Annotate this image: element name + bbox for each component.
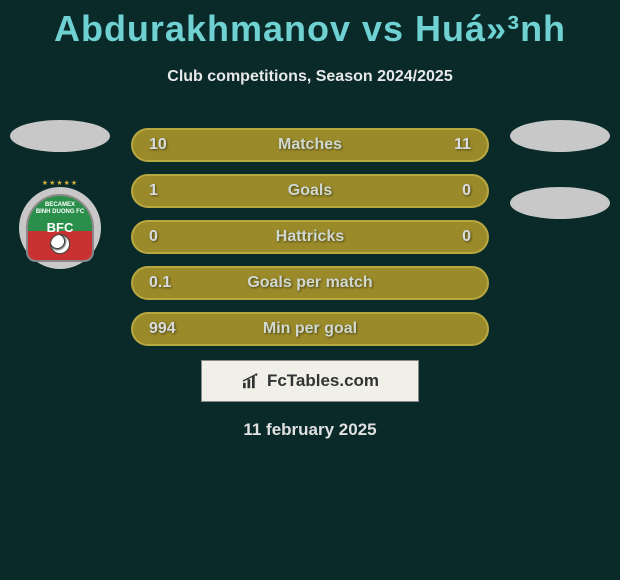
stat-row-hattricks: 0 Hattricks 0: [131, 220, 489, 254]
stat-left-value: 10: [149, 136, 199, 154]
date: 11 february 2025: [0, 420, 620, 440]
stat-label: Hattricks: [276, 228, 344, 246]
stat-right-value: 0: [421, 182, 471, 200]
stat-right-value: 0: [421, 228, 471, 246]
chart-icon: [241, 372, 263, 390]
stat-left-value: 1: [149, 182, 199, 200]
badge-oval-right-2: [510, 187, 610, 219]
badge-oval-left: [10, 120, 110, 152]
stat-row-min-per-goal: 994 Min per goal: [131, 312, 489, 346]
left-team-badges: ★★★★★ BECAMEXBINH DUONG FC BFC: [10, 120, 110, 269]
soccer-ball-icon: [50, 234, 70, 254]
team-logo-left: ★★★★★ BECAMEXBINH DUONG FC BFC: [19, 187, 101, 269]
subtitle: Club competitions, Season 2024/2025: [0, 68, 620, 86]
watermark-text: FcTables.com: [267, 371, 379, 391]
stat-label: Goals per match: [247, 274, 372, 292]
stat-left-value: 994: [149, 320, 199, 338]
stat-label: Min per goal: [263, 320, 357, 338]
right-team-badges: [510, 120, 610, 219]
stat-row-goals: 1 Goals 0: [131, 174, 489, 208]
logo-text-top: BECAMEXBINH DUONG FC: [28, 202, 92, 215]
stat-label: Matches: [278, 136, 342, 154]
stat-row-goals-per-match: 0.1 Goals per match: [131, 266, 489, 300]
stat-right-value: 11: [421, 136, 471, 154]
club-logo-icon: BECAMEXBINH DUONG FC BFC: [26, 194, 94, 262]
stat-left-value: 0.1: [149, 274, 199, 292]
stat-left-value: 0: [149, 228, 199, 246]
logo-bfc: BFC: [28, 220, 92, 235]
watermark: FcTables.com: [201, 360, 419, 402]
badge-oval-right-1: [510, 120, 610, 152]
page-title: Abdurakhmanov vs Huá»³nh: [0, 0, 620, 50]
stat-label: Goals: [288, 182, 332, 200]
stat-row-matches: 10 Matches 11: [131, 128, 489, 162]
logo-stars-icon: ★★★★★: [19, 179, 101, 187]
